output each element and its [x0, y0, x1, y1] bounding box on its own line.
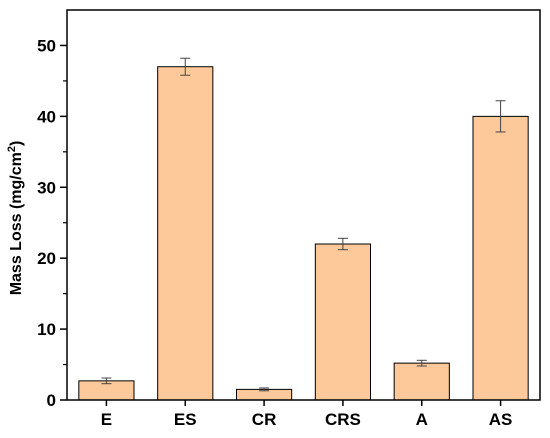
- error-bars-group: [101, 57, 506, 392]
- y-axis-title: Mass Loss (mg/cm2): [6, 141, 25, 296]
- y-tick-label: 0: [47, 391, 56, 410]
- y-tick-label: 40: [37, 107, 56, 126]
- x-tick-label: ES: [174, 410, 197, 429]
- error-bar-a: [416, 359, 427, 367]
- error-bar-as: [495, 100, 506, 133]
- error-bar-e: [101, 377, 112, 385]
- y-axis-title-close: ): [8, 141, 25, 146]
- error-bar-cr: [259, 387, 270, 392]
- x-tick-label: E: [101, 410, 112, 429]
- y-tick-label: 20: [37, 249, 56, 268]
- plot-frame: [66, 9, 541, 401]
- x-tick-label: CRS: [325, 410, 361, 429]
- bars-group: [78, 66, 529, 401]
- x-tick-label: AS: [489, 410, 513, 429]
- bar-es: [157, 66, 214, 401]
- y-ticks-group: 0 10 20 30 40 50: [37, 36, 67, 410]
- x-tick-label: CR: [252, 410, 277, 429]
- x-tick-label: A: [416, 410, 428, 429]
- bar-crs: [314, 243, 372, 401]
- error-bar-crs: [337, 237, 348, 251]
- x-ticks-group: E ES CR CRS A AS: [101, 400, 513, 429]
- y-tick-label: 10: [37, 320, 56, 339]
- y-tick-label: 30: [37, 178, 56, 197]
- y-tick-label: 50: [37, 36, 56, 55]
- bar-as: [472, 115, 529, 401]
- y-axis-title-superscript: 2: [6, 146, 18, 152]
- error-bar-es: [180, 57, 191, 76]
- bar-a: [393, 362, 450, 401]
- axes-group: [66, 9, 541, 401]
